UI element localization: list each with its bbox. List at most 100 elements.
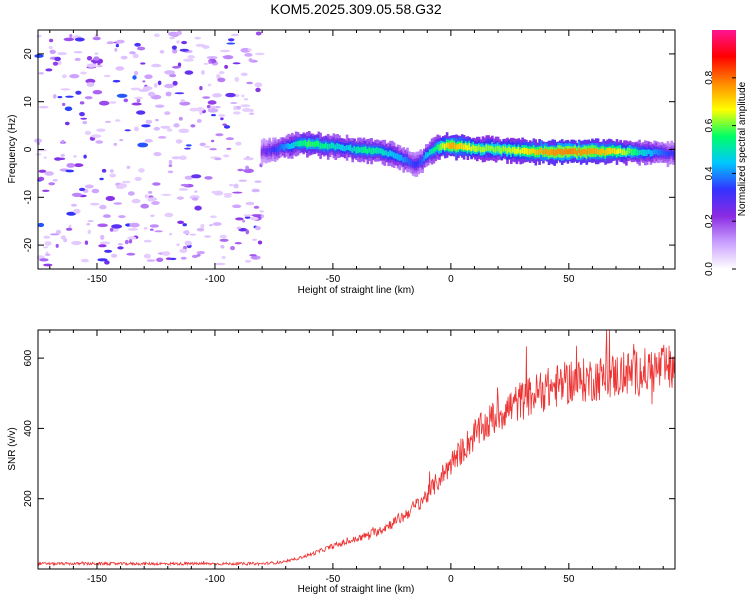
ridge-cell (493, 147, 496, 153)
ridge-cell (340, 144, 343, 151)
noise-blob (235, 141, 242, 146)
noise-blob (49, 49, 56, 55)
ridge-cell (353, 145, 356, 152)
noise-blob (183, 58, 194, 62)
noise-blob (75, 90, 82, 95)
noise-blob (219, 238, 229, 242)
ridge-cell (623, 148, 626, 156)
noise-blob (85, 78, 96, 84)
noise-blob (179, 155, 187, 161)
noise-blob (44, 241, 52, 246)
ridge-cell (549, 149, 553, 155)
ridge-cell (366, 149, 370, 155)
ridge-cell (638, 150, 641, 156)
ridge-cell (589, 148, 592, 155)
noise-blob (240, 72, 248, 77)
noise-blob (201, 70, 205, 75)
noise-blob (149, 228, 154, 231)
colorbar-label: Normalized spectral amplitude (737, 81, 748, 216)
noise-blob (153, 126, 160, 131)
ridge-cell (321, 143, 324, 149)
ridge-cell (387, 151, 390, 157)
colorbar-tick-label: 0.2 (704, 214, 715, 228)
noise-blob (65, 227, 73, 231)
ridge-cell (476, 146, 479, 152)
noise-blob (123, 98, 129, 103)
ridge-cell (542, 150, 545, 155)
noise-blob (97, 223, 108, 228)
noise-blob (254, 180, 262, 183)
noise-blob (245, 229, 250, 235)
noise-blob (189, 233, 197, 236)
figure-title: KOM5.2025.309.05.58.G32 (270, 1, 441, 17)
noise-blob (114, 48, 118, 52)
noise-blob (79, 101, 85, 105)
ridge-cell (557, 147, 560, 155)
noise-blob (146, 259, 156, 262)
noise-blob (136, 98, 141, 103)
noise-blob (86, 63, 97, 68)
noise-blob (226, 42, 236, 45)
ridge-cell (406, 157, 409, 163)
noise-blob (196, 227, 205, 232)
noise-blob (204, 176, 213, 180)
ridge-cell (594, 148, 598, 154)
ridge-cell (411, 160, 415, 167)
noise-blob (159, 50, 165, 54)
y-tick-label: 0 (23, 146, 34, 152)
noise-blob (124, 129, 131, 132)
snr-panel: -150 -100 -50 0 50 200 400 600 Height of strai… (7, 329, 676, 595)
noise-blob (169, 232, 173, 236)
noise-blob (73, 208, 81, 214)
ridge-cell (436, 144, 439, 150)
noise-blob (69, 74, 80, 79)
spectrogram-x-label: Height of straight line (km) (298, 285, 415, 296)
noise-blob (143, 253, 151, 259)
ridge-cell (309, 141, 313, 147)
noise-blob (160, 125, 171, 129)
ridge-cell (634, 148, 638, 155)
noise-blob (106, 41, 115, 45)
noise-blob (244, 216, 251, 219)
noise-blob (131, 102, 142, 106)
noise-blob (66, 211, 77, 216)
ridge-cell (417, 160, 421, 166)
noise-blob (87, 220, 94, 223)
noise-blob (232, 111, 241, 115)
noise-blob (74, 57, 81, 61)
noise-blob (243, 168, 255, 173)
noise-blob (118, 215, 126, 219)
noise-blob (246, 81, 254, 85)
ridge-cell (298, 140, 302, 147)
noise-blob (49, 38, 54, 43)
noise-blob (206, 104, 211, 109)
noise-blob (43, 235, 51, 239)
y-tick-label: 400 (23, 420, 34, 437)
noise-blob (37, 222, 45, 228)
noise-blob (187, 55, 195, 59)
noise-blob (138, 168, 145, 173)
ridge-cell (453, 142, 456, 149)
ridge-cell (294, 141, 298, 147)
ridge-cell (434, 146, 438, 152)
ridge-cell (428, 149, 432, 156)
ridge-cell (462, 144, 466, 151)
ridge-cell (272, 146, 275, 152)
ridge-cell (477, 144, 481, 151)
ridge-cell (555, 149, 558, 156)
noise-blob (62, 102, 66, 107)
noise-blob (99, 177, 104, 181)
noise-blob (142, 80, 146, 83)
noise-blob (36, 34, 42, 38)
noise-blob (220, 245, 225, 249)
ridge-cell (645, 149, 649, 157)
noise-blob (84, 96, 93, 100)
ridge-cell (351, 147, 354, 153)
ridge-cell (308, 140, 311, 147)
ridge-cell (306, 141, 309, 148)
colorbar: 0.0 0.2 0.4 0.6 0.8 Normalized spectral ampl… (704, 30, 748, 276)
ridge-cell (608, 147, 611, 155)
ridge-cell (657, 149, 660, 156)
noise-blob (242, 219, 246, 223)
noise-blob (224, 64, 229, 69)
